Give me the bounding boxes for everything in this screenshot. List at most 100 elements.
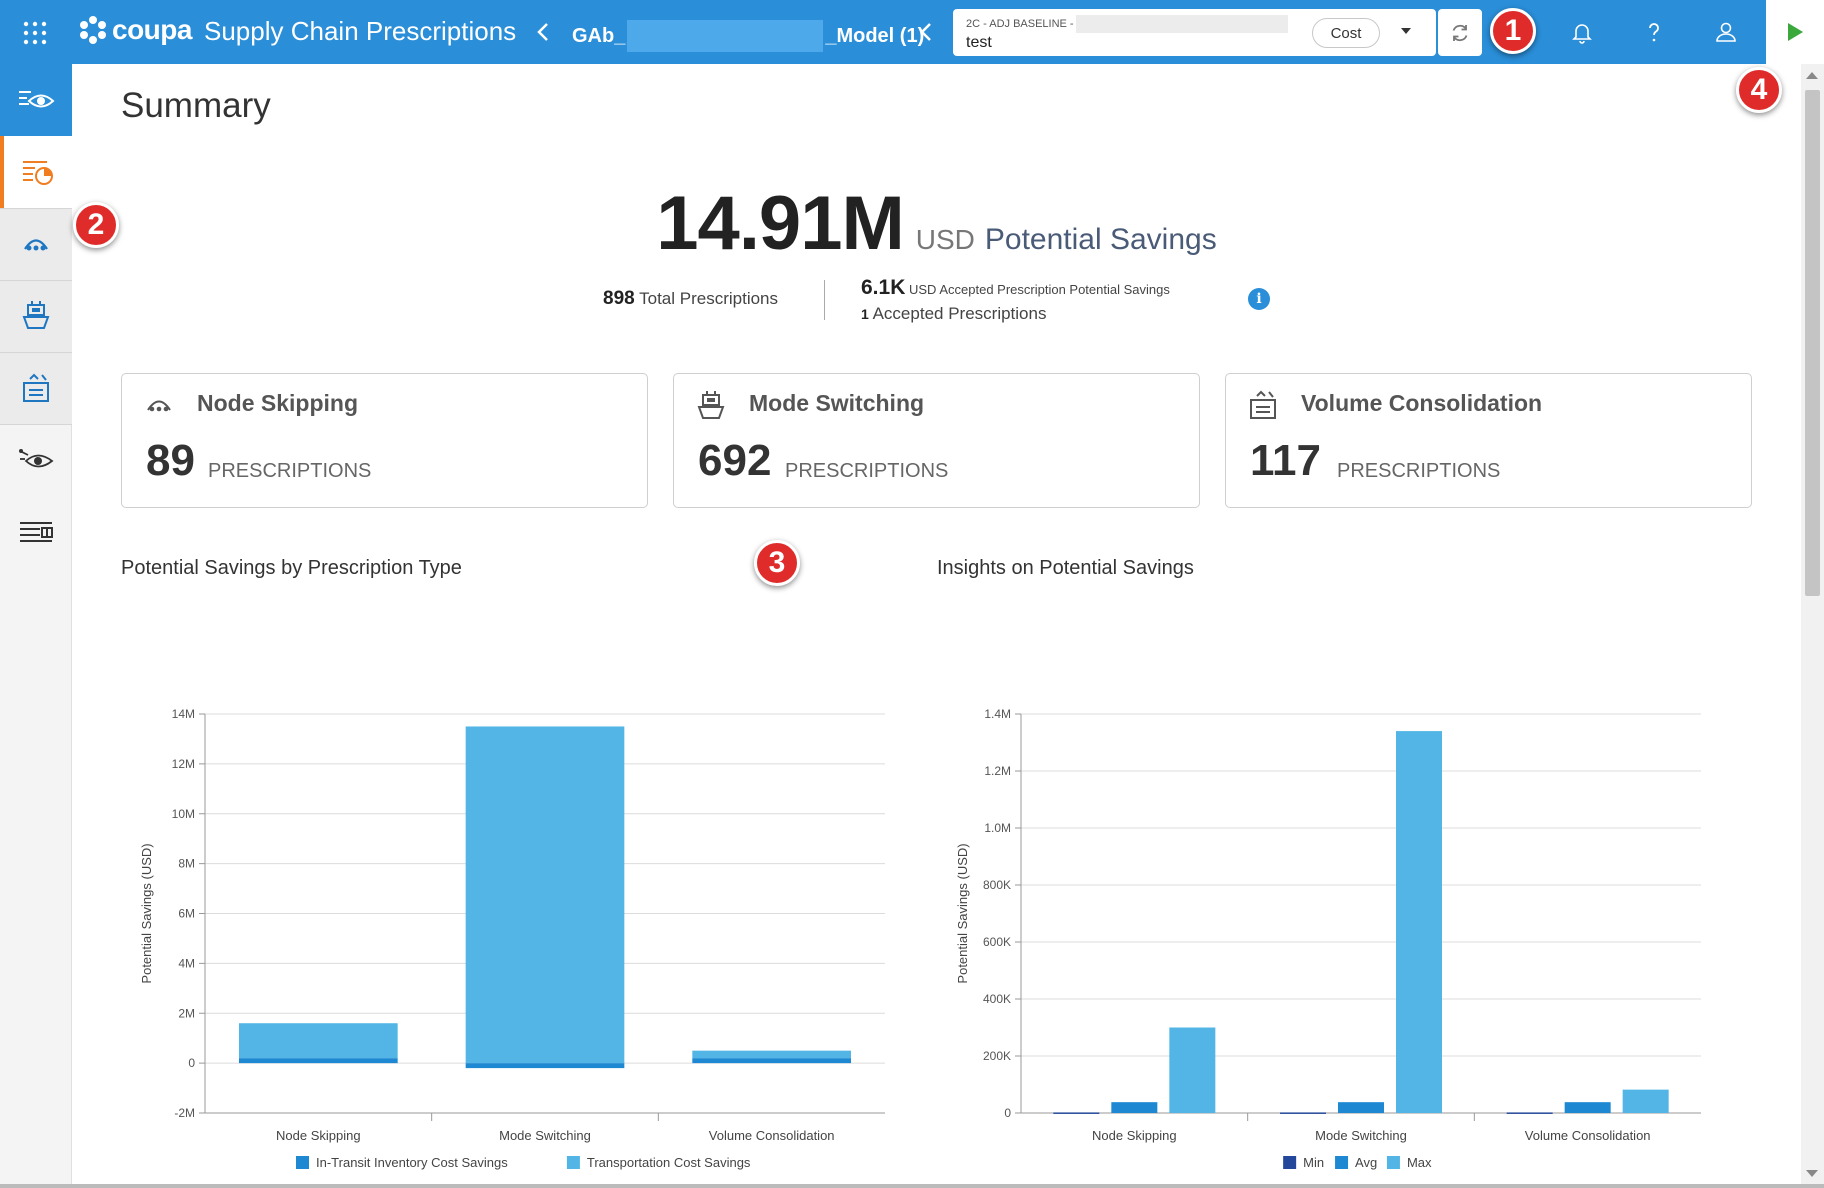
chevron-left-icon[interactable]	[534, 20, 554, 44]
help-icon[interactable]	[1642, 20, 1666, 44]
y-tick-label: 6M	[178, 907, 195, 921]
card-title: Mode Switching	[749, 390, 925, 416]
model-suffix: _Model (1)	[825, 24, 925, 47]
apps-grid-icon[interactable]	[22, 20, 48, 46]
bell-icon[interactable]	[1570, 20, 1594, 44]
card-count: 692	[698, 436, 772, 485]
page-title: Summary	[121, 86, 271, 125]
legend-swatch	[1283, 1156, 1297, 1169]
sidebar-item-summary[interactable]	[0, 136, 72, 208]
potential-savings-label: Potential Savings	[984, 223, 1217, 256]
chart-title: Potential Savings by Prescription Type	[121, 557, 462, 579]
accepted-savings-value: 6.1K	[861, 276, 906, 299]
y-axis-label: Potential Savings (USD)	[955, 843, 970, 983]
sidebar-item-mode-switching[interactable]	[0, 280, 72, 352]
user-icon[interactable]	[1714, 20, 1738, 44]
potential-savings-hero: 14.91M USD Potential Savings	[72, 180, 1801, 267]
bar	[1169, 1027, 1216, 1113]
legend-swatch	[1386, 1156, 1400, 1169]
x-tick-label: Node Skipping	[1092, 1128, 1177, 1143]
card-unit: PRESCRIPTIONS	[208, 460, 372, 482]
sidebar-item-table[interactable]	[0, 496, 72, 568]
accepted-prescriptions: 1 Accepted Prescriptions	[861, 304, 1046, 324]
card-title: Node Skipping	[197, 390, 358, 416]
y-tick-label: 0	[188, 1056, 195, 1070]
mode-switching-icon	[22, 301, 50, 329]
stat-divider	[824, 280, 825, 320]
volume-consolidation-icon	[1250, 390, 1276, 419]
chart-title: Insights on Potential Savings	[937, 557, 1194, 579]
sidebar-item-insights[interactable]	[0, 424, 72, 496]
y-tick-label: 1.0M	[984, 821, 1011, 835]
metric-selector-button[interactable]: Cost	[1312, 18, 1380, 48]
model-selector[interactable]: GAb_ _Model (1)	[572, 20, 924, 52]
scroll-down-arrow-icon[interactable]	[1806, 1170, 1818, 1177]
scenario-value: test	[966, 34, 992, 51]
app-title: Supply Chain Prescriptions	[204, 16, 517, 46]
accepted-count: 1	[861, 306, 869, 322]
total-prescriptions-label: Total Prescriptions	[639, 289, 779, 308]
volume-consolidation-card[interactable]: Volume Consolidation 117 PRESCRIPTIONS	[1225, 373, 1752, 508]
bar	[1564, 1102, 1611, 1113]
y-tick-label: 14M	[172, 707, 195, 721]
legend-label: Min	[1303, 1155, 1324, 1170]
legend-label: Transportation Cost Savings	[587, 1155, 751, 1170]
sidebar-item-overview[interactable]	[0, 64, 72, 136]
card-count: 117	[1250, 436, 1321, 485]
chevron-left-icon[interactable]	[917, 20, 937, 44]
refresh-button[interactable]	[1438, 9, 1482, 56]
sidebar-item-node-skipping[interactable]	[0, 208, 72, 280]
sidebar	[0, 64, 72, 1188]
y-tick-label: 0	[1004, 1106, 1011, 1120]
y-tick-label: 8M	[178, 857, 195, 871]
y-tick-label: 800K	[983, 878, 1011, 892]
bar	[239, 1023, 398, 1059]
insights-chart: 0 200K 400K 600K 800K 1.0M 1.2M 1.4M Potential S…	[955, 707, 1701, 1170]
redacted-scenario-name	[1075, 15, 1288, 33]
bar	[1111, 1102, 1158, 1113]
x-tick-label: Mode Switching	[1315, 1128, 1407, 1143]
vertical-scrollbar[interactable]	[1801, 64, 1824, 1188]
logo-text: coupa	[112, 14, 192, 45]
bottom-border	[0, 1184, 1824, 1188]
node-skipping-icon	[24, 239, 48, 251]
table-icon	[20, 522, 53, 542]
accepted-savings: 6.1K USD Accepted Prescription Potential…	[861, 276, 1170, 300]
main-content: Summary 14.91M USD Potential Savings 898 T…	[72, 64, 1801, 1188]
bar	[692, 1058, 851, 1064]
legend-label: In-Transit Inventory Cost Savings	[316, 1155, 508, 1170]
scroll-thumb[interactable]	[1805, 90, 1820, 596]
card-count: 89	[146, 436, 195, 485]
total-prescriptions-count: 898	[603, 288, 635, 309]
mode-switching-card[interactable]: Mode Switching 692 PRESCRIPTIONS	[673, 373, 1200, 508]
scenario-selector[interactable]: 2C - ADJ BASELINE - test Cost	[953, 9, 1436, 56]
bar	[1280, 1112, 1326, 1114]
node-skipping-card[interactable]: Node Skipping 89 PRESCRIPTIONS	[121, 373, 648, 508]
legend-label: Avg	[1355, 1155, 1377, 1170]
top-bar: coupa Supply Chain Prescriptions GAb_ _M…	[0, 0, 1824, 64]
accepted-label: Accepted Prescriptions	[872, 304, 1047, 323]
coupa-logo[interactable]: coupa	[78, 14, 192, 46]
legend-swatch	[566, 1156, 580, 1169]
x-tick-label: Volume Consolidation	[709, 1128, 835, 1143]
accepted-savings-label: Accepted Prescription Potential Savings	[939, 282, 1170, 297]
play-icon	[1788, 23, 1803, 41]
y-axis-label: Potential Savings (USD)	[139, 843, 154, 983]
x-tick-label: Node Skipping	[276, 1128, 361, 1143]
card-unit: PRESCRIPTIONS	[1337, 460, 1501, 482]
bar	[692, 1050, 851, 1059]
bar	[1622, 1089, 1669, 1113]
sidebar-item-volume-consolidation[interactable]	[0, 352, 72, 424]
run-button[interactable]	[1766, 0, 1824, 64]
bar	[465, 1063, 625, 1069]
legend-swatch	[296, 1156, 309, 1169]
redacted-model-name	[627, 20, 824, 52]
info-icon[interactable]: i	[1248, 288, 1270, 310]
y-tick-label: 4M	[178, 956, 195, 970]
scroll-up-arrow-icon[interactable]	[1806, 72, 1818, 79]
y-tick-label: 2M	[178, 1006, 195, 1020]
mode-switching-icon	[697, 391, 725, 419]
card-unit: PRESCRIPTIONS	[785, 460, 949, 482]
chevron-down-icon[interactable]	[1401, 28, 1411, 34]
overview-icon	[19, 91, 55, 108]
